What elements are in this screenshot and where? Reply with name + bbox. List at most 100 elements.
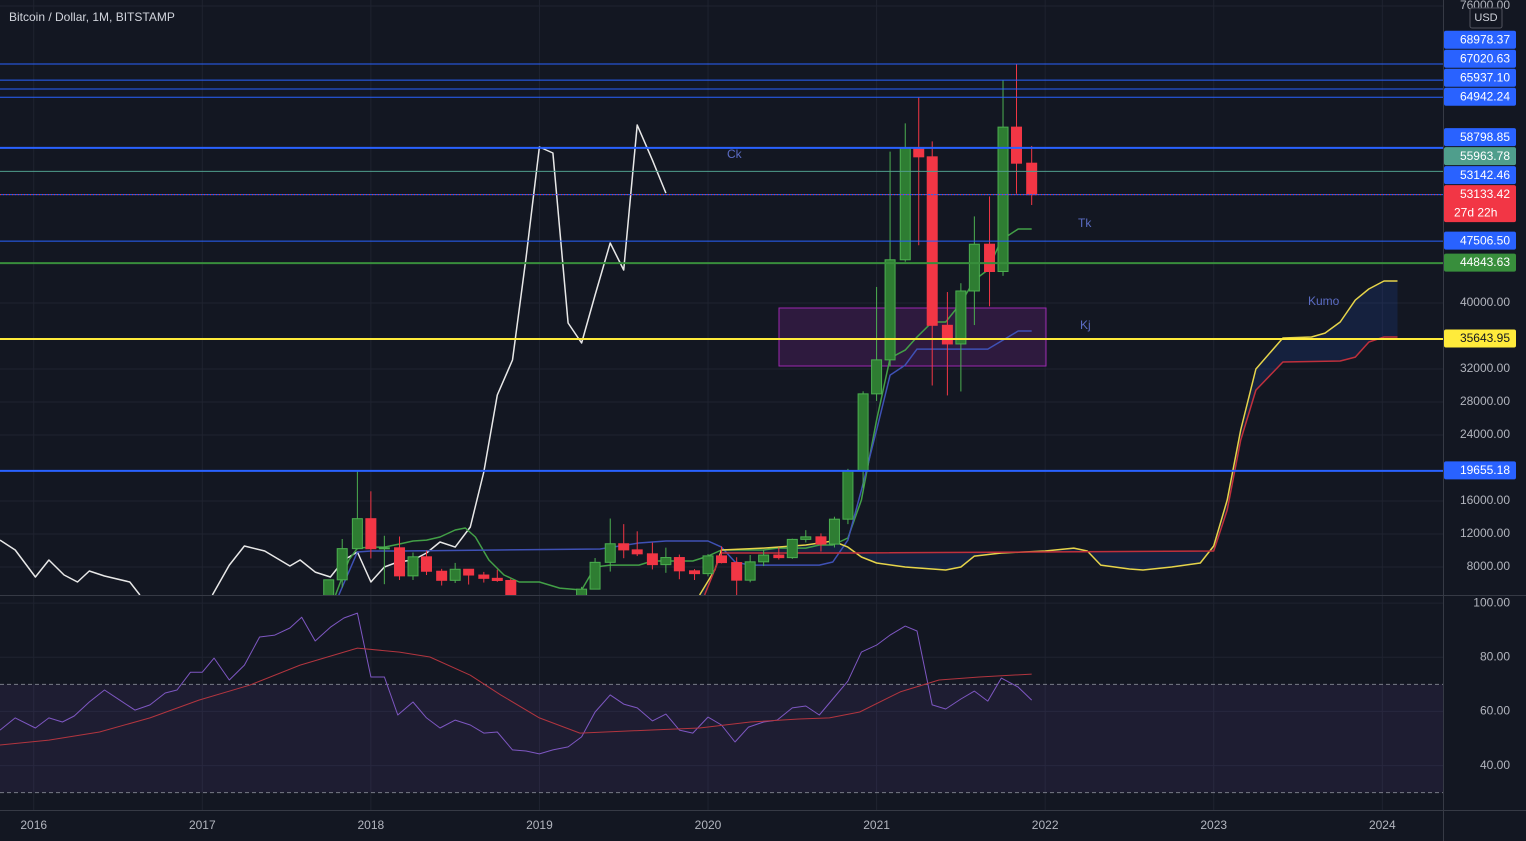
price-label: 47506.50	[1460, 233, 1510, 247]
price-label: 68978.37	[1460, 32, 1510, 46]
x-tick-label: 2023	[1200, 818, 1227, 832]
candle-body	[491, 577, 503, 581]
candle-body	[646, 553, 658, 566]
x-tick-label: 2019	[526, 818, 553, 832]
candle-body	[463, 568, 475, 576]
price-label: 65937.10	[1460, 70, 1510, 84]
line-series	[0, 612, 1033, 755]
x-tick-label: 2017	[189, 818, 216, 832]
line-series	[703, 336, 1398, 595]
candle-body	[478, 574, 490, 579]
candle-body	[589, 561, 601, 590]
y-tick-label: 8000.00	[1467, 559, 1511, 573]
price-label-box	[1444, 185, 1516, 223]
candle-body	[871, 359, 883, 395]
y-tick-label: 24000.00	[1460, 427, 1510, 441]
candle-body	[955, 290, 967, 345]
price-labels: USD 19655.18 35643.95 44843.63 47506.50 5313…	[1444, 7, 1516, 480]
price-label: 64942.24	[1460, 89, 1510, 103]
price-label: 35643.95	[1460, 331, 1510, 345]
candle-body	[449, 568, 461, 581]
candle-body	[773, 554, 785, 559]
candle-body	[941, 324, 953, 345]
candle-body	[436, 570, 448, 581]
candle-body	[913, 147, 925, 158]
price-label-box	[1444, 87, 1516, 106]
candle-body	[365, 518, 377, 550]
price-label: 58798.85	[1460, 130, 1510, 144]
y-tick-label: 100.00	[1473, 595, 1510, 609]
candle-body	[968, 243, 980, 292]
price-label: 19655.18	[1460, 463, 1510, 477]
y-tick-label: 40.00	[1480, 758, 1510, 772]
price-label-box	[1444, 128, 1516, 147]
candle-body	[394, 547, 406, 577]
rsi-pane	[0, 612, 1443, 794]
annotation: Kumo	[1308, 294, 1340, 308]
y-tick-label: 32000.00	[1460, 361, 1510, 375]
price-label-box	[1444, 49, 1516, 68]
highlight-box	[778, 307, 1047, 367]
line-series	[0, 647, 1032, 746]
x-tick-label: 2020	[695, 818, 722, 832]
candle-body	[984, 243, 996, 273]
candle-body	[351, 518, 363, 550]
chart-title: Bitcoin / Dollar, 1M, BITSTAMP	[9, 10, 175, 24]
price-label-box	[1444, 253, 1516, 272]
x-tick-label: 2021	[863, 818, 890, 832]
y-tick-label: 16000.00	[1460, 493, 1510, 507]
candle-body	[997, 126, 1009, 273]
price-label: 55963.78	[1460, 149, 1510, 163]
candle-body	[800, 536, 812, 540]
candle-body	[1026, 162, 1038, 196]
annotation: Kj	[1080, 318, 1091, 332]
x-tick-label: 2018	[358, 818, 385, 832]
candle-body	[842, 470, 854, 520]
candle-body	[660, 557, 672, 566]
y-tick-label: 40000.00	[1460, 295, 1510, 309]
line-series	[338, 330, 1032, 595]
currency-box	[1469, 7, 1503, 29]
price-label: 53142.46	[1460, 168, 1510, 182]
y-tick-label: 80.00	[1480, 649, 1510, 663]
candle-body	[744, 561, 756, 581]
price-label-box	[1444, 68, 1516, 87]
candle-body	[689, 570, 701, 575]
candle-body	[336, 548, 348, 581]
candle-body	[631, 549, 643, 555]
countdown-label: 27d 22h	[1454, 205, 1497, 219]
candle-body	[323, 579, 335, 595]
candle-body	[815, 536, 827, 545]
annotation: Ck	[727, 147, 743, 161]
annotation: Tk	[1078, 216, 1092, 230]
price-label-box	[1444, 461, 1516, 480]
candle-body	[786, 538, 798, 559]
line-series	[0, 124, 667, 595]
candle-body	[673, 557, 685, 572]
y-tick-label: 60.00	[1480, 704, 1510, 718]
candle-body	[420, 556, 432, 572]
candle-body	[407, 556, 419, 577]
candle-body	[604, 543, 616, 563]
currency-label: USD	[1474, 12, 1497, 24]
price-label-box	[1444, 147, 1516, 166]
price-pane	[0, 63, 1443, 595]
candle-body	[758, 554, 770, 563]
x-tick-label: 2024	[1369, 818, 1396, 832]
candle-body	[702, 555, 714, 575]
candle-body	[1011, 126, 1023, 164]
candle-body	[576, 588, 588, 595]
rsi-band	[0, 684, 1443, 793]
candle-body	[857, 393, 869, 472]
candle-body	[505, 579, 517, 595]
price-label-box	[1444, 166, 1516, 185]
price-label-box	[1444, 329, 1516, 348]
candle-body	[884, 259, 896, 361]
y-tick-label: 12000.00	[1460, 526, 1510, 540]
price-label-box	[1444, 30, 1516, 49]
x-tick-label: 2016	[20, 818, 47, 832]
candle-body	[618, 543, 630, 551]
candle-body	[378, 547, 390, 550]
